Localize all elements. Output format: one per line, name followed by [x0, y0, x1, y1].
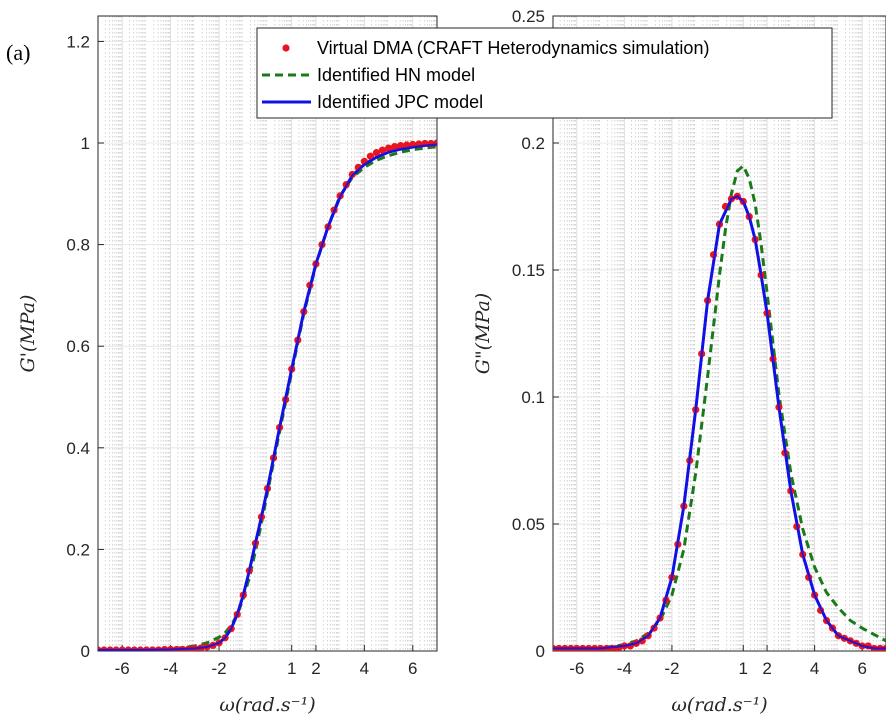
jpc-model-line-overlay: [98, 143, 437, 651]
legend-label: Identified JPC model: [317, 92, 483, 112]
y-tick-label: 0.25: [512, 7, 545, 26]
y-tick-label: 0.1: [521, 388, 545, 407]
x-tick-label: 1: [739, 659, 748, 678]
grid: [553, 16, 886, 651]
dma-point: [397, 141, 405, 150]
y-tick-label: 1.2: [66, 32, 90, 51]
dma-point: [378, 146, 387, 154]
x-tick-label: 2: [762, 659, 771, 678]
grid: [98, 16, 437, 651]
y-tick-label: 1: [81, 134, 90, 153]
x-tick-label: 2: [311, 659, 320, 678]
x-tick-label: 4: [810, 659, 819, 678]
x-tick-label: 6: [857, 659, 866, 678]
legend-entry: Identified HN model: [262, 65, 475, 85]
y-tick-label: 0.2: [521, 134, 545, 153]
panel-label: (a): [6, 40, 30, 65]
legend-label: Virtual DMA (CRAFT Heterodynamics simula…: [317, 38, 709, 58]
legend-label: Identified HN model: [317, 65, 475, 85]
y-tick-label: 0.6: [66, 337, 90, 356]
y-tick-label: 0.2: [66, 540, 90, 559]
y-tick-label: 0.05: [512, 515, 545, 534]
x-tick-label: -6: [115, 659, 130, 678]
dma-point: [372, 149, 381, 157]
legend-entry: Identified JPC model: [262, 92, 483, 112]
left-panel-storage-modulus: -6 -4 -2 1 2 4 600.20.40.60.811.2ω(rad.s⁻¹)G'(…: [17, 15, 438, 716]
x-tick-label: 1: [287, 659, 296, 678]
dma-point: [384, 144, 393, 152]
x-tick-label: -4: [163, 659, 178, 678]
x-tick-label: 6: [408, 659, 417, 678]
x-tick-label: -6: [569, 659, 584, 678]
y-tick-label: 0.4: [66, 439, 90, 458]
y-tick-label: 0: [536, 642, 545, 661]
hn-model-line: [553, 164, 886, 651]
legend-entry: Virtual DMA (CRAFT Heterodynamics simula…: [282, 38, 709, 58]
legend-box: [256, 27, 833, 119]
axes-frame: [97, 15, 438, 652]
legend: Virtual DMA (CRAFT Heterodynamics simula…: [256, 27, 833, 119]
x-tick-label: -4: [617, 659, 632, 678]
y-tick-label: 0: [81, 642, 90, 661]
x-tick-label: -2: [212, 659, 227, 678]
jpc-model-line-overlay: [553, 195, 886, 650]
axes-frame: [552, 15, 886, 652]
y-axis-label: G'(MPa): [17, 295, 39, 373]
dma-point: [366, 152, 375, 160]
y-tick-label: 0.8: [66, 236, 90, 255]
y-tick-label: 0.15: [512, 261, 545, 280]
legend-marker: [282, 44, 290, 52]
y-axis-label: G"(MPa): [472, 293, 494, 374]
x-tick-label: -2: [664, 659, 679, 678]
x-axis-label: ω(rad.s⁻¹): [219, 694, 315, 716]
dma-point: [391, 142, 399, 151]
x-axis-label: ω(rad.s⁻¹): [671, 694, 767, 716]
x-tick-label: 4: [360, 659, 369, 678]
right-panel-loss-modulus: -6 -4 -2 1 2 4 6 0 0.05 0.1 0.15 0.2 0.25 ω(rad.s⁻¹) G…: [472, 7, 886, 716]
